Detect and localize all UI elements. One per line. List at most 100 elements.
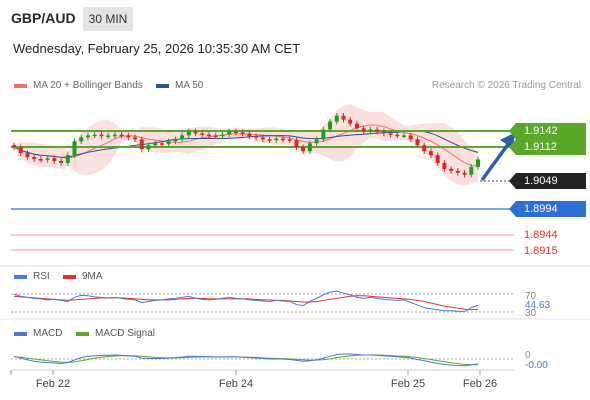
candle-body — [18, 147, 23, 154]
ma50-swatch — [156, 83, 169, 88]
candle-body — [32, 157, 37, 160]
legend-ma50: MA 50 — [156, 80, 203, 91]
candle-body — [341, 115, 346, 120]
candle-body — [267, 139, 272, 141]
support-3-label: 1.8915 — [524, 245, 558, 257]
current-price-label: 1.9049 — [524, 175, 558, 187]
resistance-2-label: 1.9142 — [524, 125, 558, 137]
candle-body — [45, 158, 50, 160]
candle-body — [59, 161, 64, 163]
candle-body — [38, 159, 43, 161]
pair-title: GBP/AUD — [11, 10, 76, 26]
candle-body — [139, 139, 144, 150]
rsi-ma-line — [13, 295, 479, 311]
rsi-swatch — [14, 274, 27, 279]
candle-body — [301, 147, 306, 152]
candle-body — [455, 170, 460, 173]
candle-body — [85, 135, 90, 138]
x-ticks — [10, 370, 481, 375]
support-1-label: 1.8994 — [524, 203, 558, 215]
candle-body — [476, 159, 480, 167]
rsi-line — [13, 290, 479, 313]
candle-body — [99, 134, 104, 137]
candle-body — [233, 131, 238, 133]
current-price-box — [516, 173, 586, 189]
candle-body — [247, 133, 252, 137]
legend-macd-label: MACD — [33, 328, 63, 339]
ma20-swatch — [14, 83, 27, 88]
candle-body — [25, 153, 30, 158]
legend-macd-signal: MACD Signal — [76, 328, 155, 339]
resistance-2-box — [516, 123, 586, 139]
macd-signal-swatch — [76, 331, 89, 336]
rsi-70-label: 70 — [525, 291, 537, 302]
candle-body — [166, 141, 171, 145]
x-tick-label: Feb 25 — [391, 378, 425, 390]
support-2-label: 1.8944 — [524, 229, 558, 241]
legend-rsi: RSI — [14, 271, 50, 282]
candle-body — [159, 143, 164, 145]
candle-body — [314, 139, 319, 144]
timeframe-badge[interactable]: 30 MIN — [83, 7, 133, 31]
legend-rsi-label: RSI — [33, 271, 50, 282]
candle-body — [72, 141, 77, 156]
macd-value: -0.00 — [525, 360, 548, 371]
macd-swatch — [14, 331, 27, 336]
candle-body — [126, 135, 131, 138]
candle-body — [52, 158, 57, 161]
legend-ma50-label: MA 50 — [175, 80, 204, 91]
legend-macd: MACD — [14, 328, 62, 339]
macd-line — [13, 353, 479, 367]
candle-body — [415, 139, 420, 146]
candle-body — [153, 143, 158, 146]
candle-body — [395, 134, 400, 137]
candle-body — [321, 129, 326, 140]
support-1-box — [516, 201, 586, 217]
rsi-panel — [13, 290, 479, 313]
macd-panel — [13, 353, 479, 367]
candle-body — [12, 145, 16, 148]
candle-body — [462, 172, 467, 175]
legend-macd-signal-label: MACD Signal — [95, 328, 156, 339]
bollinger-fill — [14, 104, 478, 186]
candle-body — [328, 121, 333, 130]
candle-body — [469, 166, 474, 175]
candle-body — [207, 134, 212, 137]
candle-body — [213, 135, 218, 137]
resistance-1-box — [516, 139, 586, 155]
candle-body — [422, 145, 427, 152]
candle-body — [354, 123, 359, 129]
x-tick-label: Feb 24 — [219, 378, 253, 390]
candle-body — [368, 129, 373, 132]
rsi-30-label: 30 — [525, 308, 537, 319]
legend-rsi-ma-label: 9MA — [82, 271, 103, 282]
candle-body — [254, 136, 259, 138]
candle-body — [388, 133, 393, 135]
candle-body — [294, 140, 299, 148]
candle-body — [381, 131, 386, 134]
candle-body — [112, 134, 117, 137]
candle-body — [173, 139, 178, 142]
credit-text: Research © 2026 Trading Central — [431, 80, 581, 91]
candle-body — [449, 168, 454, 171]
rsi-value: 44.63 — [525, 300, 550, 311]
candle-body — [180, 135, 185, 140]
candle-body — [260, 137, 265, 140]
candle-body — [200, 133, 205, 135]
candle-body — [307, 143, 312, 152]
candle-body — [408, 135, 413, 140]
candle-body — [361, 128, 366, 132]
legend-rsi-ma: 9MA — [63, 271, 103, 282]
macd-signal-line — [13, 354, 479, 366]
candle-body — [227, 131, 232, 135]
candle-body — [133, 137, 138, 140]
legend-ma20-label: MA 20 + Bollinger Bands — [33, 80, 143, 91]
forecast-arrow — [480, 132, 516, 182]
bollinger-bands — [14, 104, 478, 186]
candle-body — [348, 119, 353, 124]
candle-body — [119, 134, 124, 137]
candle-body — [287, 139, 292, 141]
candle-body — [106, 135, 111, 137]
candles — [12, 112, 480, 178]
